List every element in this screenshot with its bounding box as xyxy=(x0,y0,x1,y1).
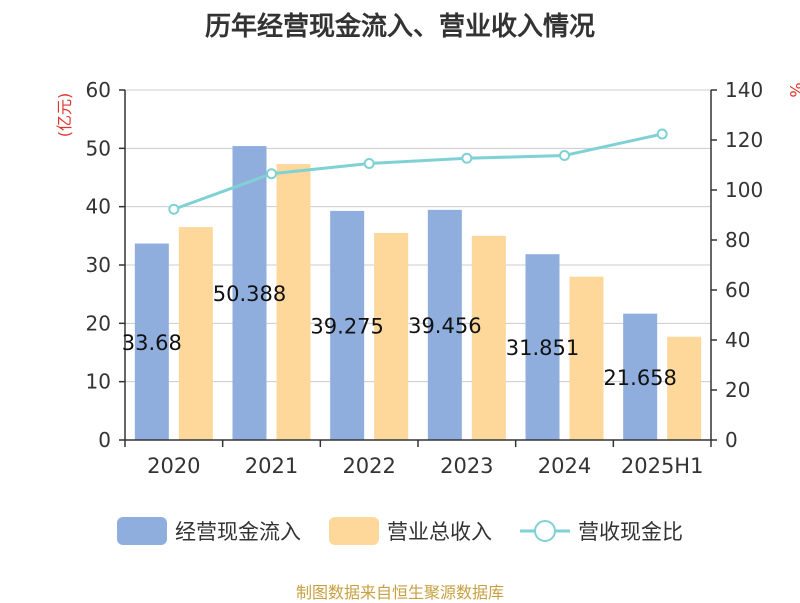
x-axis-tick-label: 2021 xyxy=(245,454,298,478)
ratio-point xyxy=(168,203,180,215)
legend-item-revenue[interactable]: 营业总收入 xyxy=(329,516,492,546)
left-axis-tick-label: 40 xyxy=(86,195,111,219)
source-note: 制图数据来自恒生聚源数据库 xyxy=(295,583,504,602)
bar-data-label: 50.388 xyxy=(213,282,286,306)
left-axis-tick-label: 30 xyxy=(86,253,111,277)
chart-title: 历年经营现金流入、营业收入情况 xyxy=(204,12,595,42)
legend-label-revenue: 营业总收入 xyxy=(387,520,492,544)
legend-label-cash-inflow: 经营现金流入 xyxy=(175,520,301,544)
right-axis-tick-label: 140 xyxy=(725,78,763,102)
bar-cash-inflow xyxy=(134,243,169,440)
ratio-point xyxy=(559,150,570,161)
legend-swatch-revenue xyxy=(329,517,379,545)
bar-data-label: 21.658 xyxy=(603,366,676,390)
right-axis-tick-label: 80 xyxy=(725,228,750,252)
bar-cash-inflow xyxy=(427,209,462,440)
bar-data-label: 33.68 xyxy=(122,331,182,355)
legend-item-cash-inflow[interactable]: 经营现金流入 xyxy=(117,516,301,546)
ratio-point xyxy=(461,152,473,164)
right-axis-tick-label: 0 xyxy=(725,428,738,452)
ratio-line xyxy=(173,132,663,211)
legend-ratio-marker xyxy=(534,520,556,542)
left-axis-unit-label: (亿元) xyxy=(55,93,74,138)
bar-cash-inflow xyxy=(623,313,658,440)
x-axis-tick-label: 2023 xyxy=(440,454,493,478)
x-axis-tick-label: 2022 xyxy=(342,454,395,478)
left-axis-tick-label: 10 xyxy=(86,370,111,394)
bar-revenue xyxy=(471,235,506,440)
legend: 经营现金流入 营业总收入 营收现金比 xyxy=(0,516,800,546)
left-axis-tick-label: 20 xyxy=(86,311,111,335)
ratio-point xyxy=(656,128,668,140)
bar-data-label: 39.456 xyxy=(408,314,481,338)
bar-cash-inflow xyxy=(525,254,560,440)
bar-data-label: 31.851 xyxy=(506,336,579,360)
right-axis-unit-label: % xyxy=(786,82,800,97)
left-axis-tick-label: 0 xyxy=(98,428,111,452)
bar-revenue xyxy=(276,164,311,441)
x-axis-tick-label: 2020 xyxy=(147,454,200,478)
bar-data-label: 39.275 xyxy=(310,314,383,338)
legend-item-ratio[interactable]: 营收现金比 xyxy=(520,516,683,546)
legend-swatch-cash-inflow xyxy=(117,517,167,545)
left-axis-tick-label: 60 xyxy=(86,78,111,102)
right-axis-tick-label: 60 xyxy=(725,278,750,302)
legend-label-ratio: 营收现金比 xyxy=(578,520,683,544)
x-axis-tick-label: 2024 xyxy=(538,454,591,478)
bar-revenue xyxy=(178,227,213,440)
bar-revenue xyxy=(569,276,604,440)
right-axis-tick-label: 20 xyxy=(725,378,750,402)
bar-revenue xyxy=(374,232,409,440)
bar-cash-inflow xyxy=(330,210,365,440)
x-axis-tick-label: 2025H1 xyxy=(621,454,704,478)
ratio-point xyxy=(363,158,375,169)
right-axis-tick-label: 120 xyxy=(725,128,763,152)
left-axis-tick-label: 50 xyxy=(86,136,111,160)
right-axis-tick-label: 40 xyxy=(725,328,750,352)
bar-revenue xyxy=(667,336,702,440)
ratio-point xyxy=(266,168,277,180)
right-axis-tick-label: 100 xyxy=(725,178,763,202)
bar-cash-inflow xyxy=(232,146,267,440)
legend-swatch-ratio xyxy=(520,520,570,542)
